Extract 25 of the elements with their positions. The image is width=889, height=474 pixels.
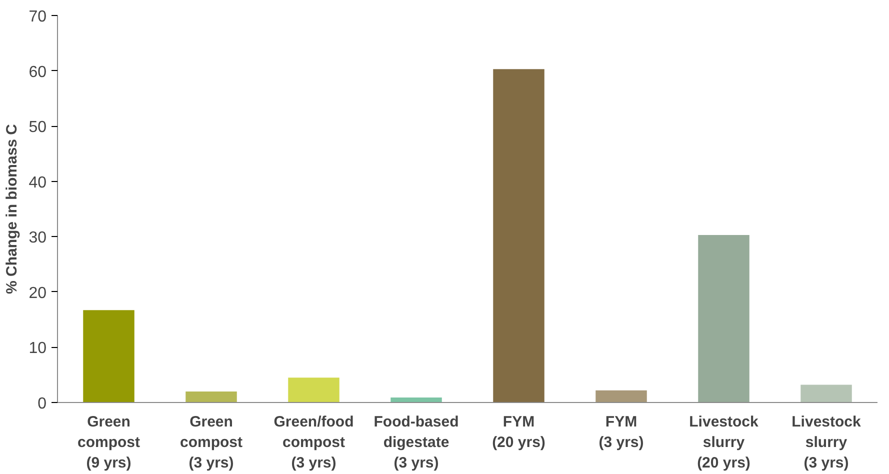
y-tick-label: 40 [28,174,47,192]
y-axis-title: % Change in biomass C [4,124,21,294]
y-tick-label: 20 [28,284,47,302]
bar [186,391,237,402]
y-tick-label: 30 [28,230,47,247]
bar [596,390,647,402]
bar [288,378,340,402]
x-tick-label: FYM (3 yrs) [598,414,644,451]
y-tick-label: 0 [38,396,47,412]
y-tick-label: 70 [28,8,47,26]
x-tick-label: Livestock slurry (3 yrs) [792,414,862,472]
y-tick-label: 10 [28,340,47,358]
bar [390,398,442,402]
x-tick-label: Green/food compost (3 yrs) [274,414,354,472]
bar [493,69,544,402]
x-tick-label: Livestock slurry (20 yrs) [689,414,760,472]
x-tick-label: Green compost (9 yrs) [78,414,140,472]
y-tick-label: 50 [28,119,47,136]
x-tick-label: FYM (20 yrs) [492,414,546,451]
x-tick-label: Green compost (3 yrs) [180,414,243,472]
bar [83,310,134,402]
bar [800,384,852,402]
x-tick-label: Food-based digestate (3 yrs) [374,414,459,472]
bar [698,234,750,402]
y-tick-label: 60 [28,64,47,81]
